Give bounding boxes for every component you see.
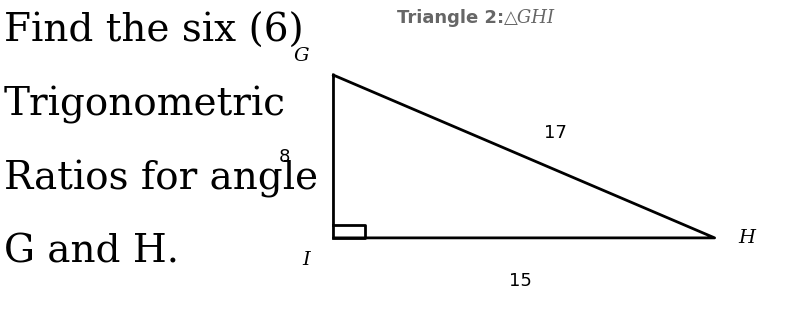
Text: G: G	[294, 47, 310, 65]
Text: 8: 8	[279, 147, 290, 166]
Text: △GHI: △GHI	[504, 9, 555, 28]
Text: Trigonometric: Trigonometric	[4, 86, 286, 124]
Text: 17: 17	[545, 124, 567, 142]
Text: H: H	[738, 229, 755, 247]
Text: 15: 15	[509, 272, 531, 290]
Text: G and H.: G and H.	[4, 233, 179, 270]
Text: I: I	[302, 251, 310, 269]
Text: Ratios for angle: Ratios for angle	[4, 160, 318, 198]
Text: Find the six (6): Find the six (6)	[4, 13, 304, 49]
Text: Triangle 2:: Triangle 2:	[397, 9, 511, 28]
